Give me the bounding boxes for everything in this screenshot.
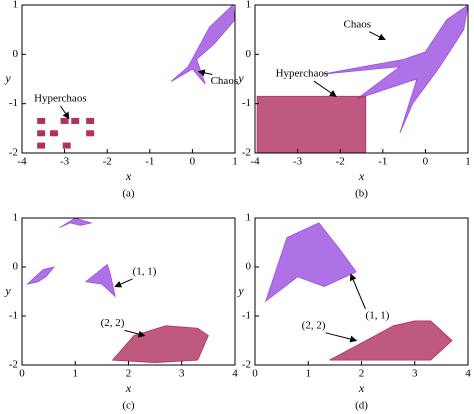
x-tick-label: -2 xyxy=(336,156,345,168)
panel-caption: (a) xyxy=(122,188,135,200)
x-axis-label: x xyxy=(358,169,365,183)
y-tick-label: -1 xyxy=(242,310,251,322)
y-tick-label: -1 xyxy=(9,310,18,322)
attractor-point xyxy=(37,142,46,149)
attractor-point xyxy=(37,130,46,137)
annotation: Chaos xyxy=(211,75,239,87)
x-tick-label: 0 xyxy=(252,368,258,380)
panel-caption: (c) xyxy=(122,400,135,412)
y-tick-label: -2 xyxy=(9,359,18,371)
annotation: (1, 1) xyxy=(133,265,157,277)
x-tick-label: -4 xyxy=(17,156,27,168)
y-axis-label: y xyxy=(4,71,11,85)
attractor-region xyxy=(256,95,367,154)
attractor-point xyxy=(49,130,58,137)
y-tick-label: 0 xyxy=(246,261,252,273)
y-axis-label: y xyxy=(237,283,244,297)
x-tick-label: 0 xyxy=(423,156,429,168)
annotation: (2, 2) xyxy=(101,317,125,329)
annotation: Hyperchaos xyxy=(276,68,329,80)
annotation-arrow xyxy=(59,105,70,120)
attractor-point xyxy=(71,117,80,124)
attractor-region xyxy=(59,217,93,229)
x-tick-label: 2 xyxy=(126,368,132,380)
x-axis-label: x xyxy=(125,169,132,183)
annotation: (2, 2) xyxy=(302,319,326,331)
x-tick-label: 1 xyxy=(232,156,238,168)
x-tick-label: -1 xyxy=(145,156,154,168)
attractor-region xyxy=(84,263,116,298)
attractor-point xyxy=(62,142,71,149)
x-axis-label: x xyxy=(125,381,132,395)
x-axis-label: x xyxy=(358,381,365,395)
x-tick-label: -2 xyxy=(103,156,112,168)
y-tick-label: 0 xyxy=(246,48,252,60)
x-tick-label: 1 xyxy=(465,156,471,168)
y-tick-label: 0 xyxy=(13,48,19,60)
x-tick-label: 0 xyxy=(19,368,25,380)
x-tick-label: 4 xyxy=(465,368,471,380)
attractor-point xyxy=(60,117,69,124)
y-tick-label: 1 xyxy=(246,0,252,11)
y-tick-label: -1 xyxy=(9,97,18,109)
annotation-arrow xyxy=(349,273,366,310)
y-tick-label: 1 xyxy=(246,212,252,224)
y-tick-label: -2 xyxy=(242,359,251,371)
annotation-arrow xyxy=(369,31,386,40)
x-tick-label: 1 xyxy=(306,368,312,380)
x-tick-label: 3 xyxy=(412,368,418,380)
attractor-region xyxy=(329,320,453,361)
attractor-region xyxy=(264,222,357,303)
attractor-point xyxy=(86,130,95,137)
x-tick-label: -3 xyxy=(60,156,70,168)
axes-frame xyxy=(254,4,469,154)
x-tick-label: 1 xyxy=(73,368,79,380)
y-tick-label: -1 xyxy=(242,97,251,109)
x-tick-label: 4 xyxy=(232,368,238,380)
attractor-point xyxy=(86,117,95,124)
attractor-point xyxy=(37,117,46,124)
annotation-arrow xyxy=(124,329,146,338)
annotation-arrow xyxy=(313,80,337,97)
axes-frame xyxy=(21,4,236,154)
y-axis-label: y xyxy=(237,71,244,85)
y-tick-label: 1 xyxy=(13,0,19,11)
x-tick-label: 2 xyxy=(359,368,365,380)
y-tick-label: -2 xyxy=(9,147,18,159)
attractor-region xyxy=(25,266,55,285)
x-tick-label: -1 xyxy=(378,156,387,168)
annotation: Hyperchaos xyxy=(34,92,87,104)
panel-caption: (d) xyxy=(355,400,368,412)
y-tick-label: 1 xyxy=(13,212,19,224)
annotation-arrow xyxy=(325,332,358,343)
annotation: (1, 1) xyxy=(366,310,390,322)
panel-caption: (b) xyxy=(355,188,368,200)
x-tick-label: 0 xyxy=(190,156,196,168)
y-axis-label: y xyxy=(4,283,11,297)
annotation-arrow xyxy=(197,69,213,77)
annotation-arrow xyxy=(114,278,133,288)
x-tick-label: -3 xyxy=(293,156,303,168)
attractor-region xyxy=(170,4,236,85)
annotation: Chaos xyxy=(343,18,371,30)
y-tick-label: 0 xyxy=(13,261,19,273)
x-tick-label: -4 xyxy=(250,156,260,168)
x-tick-label: 3 xyxy=(179,368,185,380)
y-tick-label: -2 xyxy=(242,147,251,159)
